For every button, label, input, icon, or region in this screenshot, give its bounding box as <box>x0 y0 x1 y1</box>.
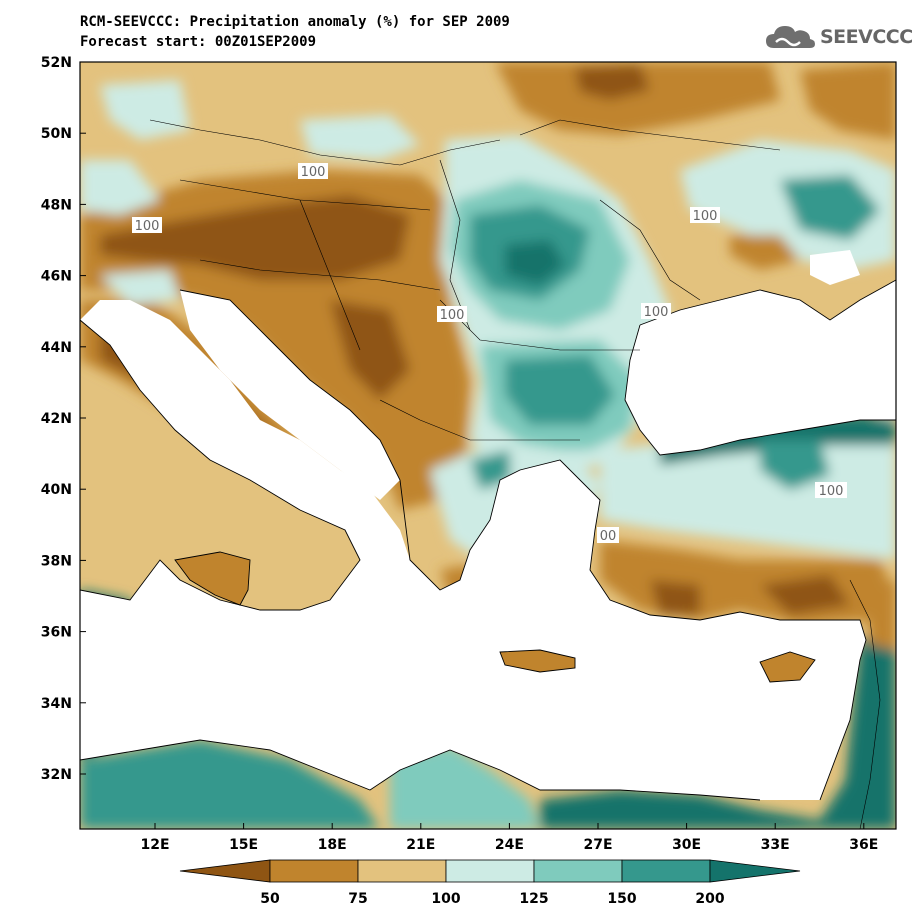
anomaly-zone-ukraine-darkbrown <box>575 64 650 100</box>
legend-swatch-150-200 <box>621 859 711 883</box>
legend-tick-label: 50 <box>260 891 280 907</box>
legend-tick-label: 150 <box>607 891 636 907</box>
longitude-label: 15E <box>229 837 258 853</box>
cyprus-island <box>760 652 815 682</box>
longitude-label: 33E <box>761 837 790 853</box>
legend-swatch-above-200 <box>709 859 801 883</box>
svg-text:100: 100 <box>644 305 669 320</box>
forecast-start-label: Forecast start: 00Z01SEP2009 <box>80 34 317 50</box>
latitude-label: 48N <box>41 197 72 213</box>
map-area <box>80 62 896 829</box>
map-title: RCM-SEEVCCC: Precipitation anomaly (%) f… <box>80 14 510 30</box>
adriatic-sea <box>180 290 400 500</box>
latitude-label: 34N <box>41 696 72 712</box>
seevccc-logo: SEEVCCC <box>764 22 913 52</box>
contour-labels: 100 100 100 100 100 100 00 <box>132 163 847 544</box>
sea-of-azov <box>810 250 860 285</box>
legend-swatch-75-100 <box>357 859 447 883</box>
longitude-label: 12E <box>140 837 169 853</box>
anomaly-zone-bulgaria-midteal <box>505 355 615 425</box>
svg-text:100: 100 <box>135 219 160 234</box>
legend-swatch-50-75 <box>269 859 359 883</box>
svg-text:100: 100 <box>440 308 465 323</box>
black-sea <box>625 280 896 455</box>
anomaly-zone-antalya-darkbrown <box>650 580 700 615</box>
sicily-island <box>175 552 250 605</box>
color-legend: 50 75 100 125 150 200 <box>179 859 801 907</box>
svg-text:100: 100 <box>819 484 844 499</box>
latitude-label: 50N <box>41 126 72 142</box>
contour-label: 100 <box>641 303 671 320</box>
longitude-label: 30E <box>672 837 701 853</box>
anomaly-zone-ukraine-brown <box>495 62 780 135</box>
latitude-label: 38N <box>41 553 72 569</box>
coastlines <box>80 279 896 801</box>
longitude-labels: 12E 15E 18E 21E 24E 27E 30E 33E 36E <box>140 823 878 853</box>
anomaly-zone-poland-lightteal <box>300 115 420 160</box>
anomaly-zone-anatolia-midteal <box>760 440 830 490</box>
longitude-label: 18E <box>318 837 347 853</box>
latitude-label: 40N <box>41 482 72 498</box>
anomaly-zone-po-lightteal <box>100 270 180 305</box>
anomaly-zone-czech-lightteal <box>100 80 190 140</box>
legend-swatch-100-125 <box>445 859 535 883</box>
anomaly-zone-egypt-darkteal <box>540 700 896 829</box>
latitude-label: 36N <box>41 625 72 641</box>
contour-label: 00 <box>597 527 619 544</box>
anomaly-zone-levant-brown <box>866 580 896 650</box>
crete-island <box>500 650 575 672</box>
anomaly-zone-romania-darkteal <box>505 240 565 285</box>
longitude-label: 21E <box>406 837 435 853</box>
cloud-icon <box>766 26 815 48</box>
longitude-label: 27E <box>583 837 612 853</box>
contour-label: 100 <box>437 306 467 323</box>
latitude-label: 42N <box>41 411 72 427</box>
svg-text:00: 00 <box>600 529 617 544</box>
anomaly-zone-crimea-brown <box>730 235 800 270</box>
legend-tick-label: 125 <box>519 891 548 907</box>
logo-text: SEEVCCC <box>820 26 913 48</box>
contour-label: 100 <box>132 217 162 234</box>
title-block: RCM-SEEVCCC: Precipitation anomaly (%) f… <box>80 12 510 52</box>
contour-label: 100 <box>298 163 328 180</box>
contour-label: 100 <box>690 207 720 224</box>
map-frame <box>79 61 897 830</box>
legend-tick-label: 75 <box>348 891 367 907</box>
anomaly-zone-russia-brown <box>800 62 896 140</box>
legend-tick-label: 100 <box>431 891 460 907</box>
legend-swatch-125-150 <box>533 859 623 883</box>
anomaly-zone-pannonia-darkbrown <box>100 195 410 280</box>
legend-swatch-below-50 <box>179 859 271 883</box>
longitude-label: 36E <box>849 837 878 853</box>
anomaly-zone-adana-darkbrown <box>760 575 850 615</box>
anomaly-zone-cyrenaica-teal <box>390 745 540 829</box>
contour-label: 100 <box>815 482 847 499</box>
anomaly-zone-libya-midteal <box>80 740 380 829</box>
svg-text:100: 100 <box>693 209 718 224</box>
longitude-label: 24E <box>495 837 524 853</box>
legend-tick-label: 200 <box>695 891 724 907</box>
svg-text:100: 100 <box>301 165 326 180</box>
anomaly-zone-alps-lightteal <box>80 160 160 215</box>
latitude-label: 32N <box>41 767 72 783</box>
latitude-label: 44N <box>41 340 72 356</box>
anomaly-zone-ukraine-midteal <box>780 175 880 240</box>
latitude-label: 52N <box>41 55 72 71</box>
latitude-label: 46N <box>41 269 72 285</box>
mediterranean-sea <box>80 300 866 800</box>
anomaly-zone-levant-darkteal <box>840 630 896 829</box>
latitude-labels: 52N 50N 48N 46N 44N 42N 40N 38N 36N 34N 32N <box>41 55 86 783</box>
